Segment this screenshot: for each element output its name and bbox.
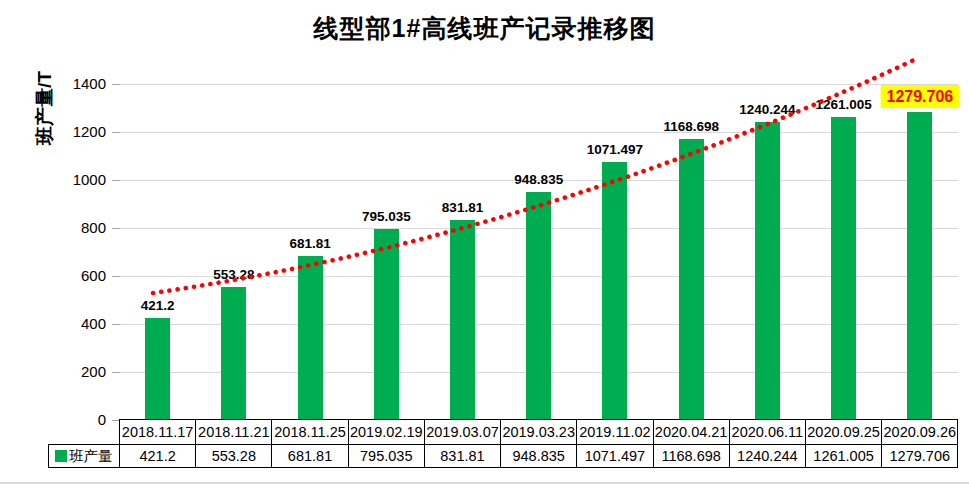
date-cell: 2020.09.26: [882, 420, 958, 445]
value-cell: 1071.497: [577, 445, 653, 468]
value-cell: 681.81: [272, 445, 348, 468]
y-axis-tick-label: 1200: [46, 124, 106, 140]
date-cell: 2018.11.17: [120, 420, 196, 445]
bar: [755, 122, 780, 420]
value-cell: 553.28: [196, 445, 272, 468]
y-axis-tick-label: 600: [46, 268, 106, 284]
date-cell: 2019.03.07: [424, 420, 500, 445]
bar-value-label: 681.81: [262, 236, 358, 251]
y-axis-tick-label: 800: [46, 220, 106, 236]
date-cell: 2020.06.11: [729, 420, 805, 445]
bar-value-label: 948.835: [491, 172, 587, 187]
value-cell: 1240.244: [729, 445, 805, 468]
data-table: 2018.11.172018.11.212018.11.252019.02.19…: [48, 419, 958, 468]
bar: [450, 220, 475, 420]
date-cell: 2019.03.23: [501, 420, 577, 445]
bar: [679, 139, 704, 419]
value-cell: 1279.706: [882, 445, 958, 468]
value-cell: 948.835: [501, 445, 577, 468]
bar-value-label: 421.2: [110, 298, 206, 313]
y-axis-tick-label: 200: [46, 364, 106, 380]
date-cell: 2018.11.25: [272, 420, 348, 445]
bar: [221, 287, 246, 420]
date-cell: 2020.09.25: [805, 420, 881, 445]
y-axis-tick: [112, 324, 120, 325]
y-axis-tick: [112, 228, 120, 229]
legend-color-swatch: [55, 450, 67, 462]
bar-value-label: 553.28: [186, 267, 282, 282]
date-cell: 2019.11.02: [577, 420, 653, 445]
y-axis-tick: [112, 132, 120, 133]
date-cell: 2019.02.19: [348, 420, 424, 445]
bar-value-label: 1261.005: [796, 97, 892, 112]
value-cell: 1168.698: [653, 445, 729, 468]
bar: [374, 229, 399, 420]
value-cell: 1261.005: [805, 445, 881, 468]
value-cell: 795.035: [348, 445, 424, 468]
y-axis-tick: [112, 276, 120, 277]
table-corner-empty: [49, 420, 120, 445]
bar-value-label: 831.81: [415, 200, 511, 215]
bar: [298, 256, 323, 420]
value-cell: 421.2: [120, 445, 196, 468]
date-cell: 2020.04.21: [653, 420, 729, 445]
bar: [526, 192, 551, 420]
y-axis-tick-label: 400: [46, 316, 106, 332]
bar-value-label: 1168.698: [643, 119, 739, 134]
legend-label: 班产量: [69, 448, 113, 464]
value-cell: 831.81: [424, 445, 500, 468]
gridline: [120, 84, 959, 85]
y-axis-tick: [112, 372, 120, 373]
bar: [602, 162, 627, 419]
sheet-gridline: [0, 482, 969, 484]
y-axis-tick: [112, 180, 120, 181]
chart-canvas: 线型部1#高线班产记录推移图 班产量/T 0200400600800100012…: [0, 0, 969, 488]
y-axis-tick-label: 1400: [46, 76, 106, 92]
chart-title: 线型部1#高线班产记录推移图: [0, 12, 969, 45]
bar: [907, 112, 932, 419]
bar: [145, 318, 170, 419]
bar-value-label-highlighted: 1279.706: [881, 85, 960, 108]
legend-cell: 班产量: [49, 445, 120, 468]
bar-value-label: 1071.497: [567, 142, 663, 157]
y-axis-title: 班产量/T: [32, 28, 56, 188]
y-axis-tick: [112, 84, 120, 85]
y-axis-tick-label: 1000: [46, 172, 106, 188]
bar: [831, 117, 856, 420]
date-cell: 2018.11.21: [196, 420, 272, 445]
